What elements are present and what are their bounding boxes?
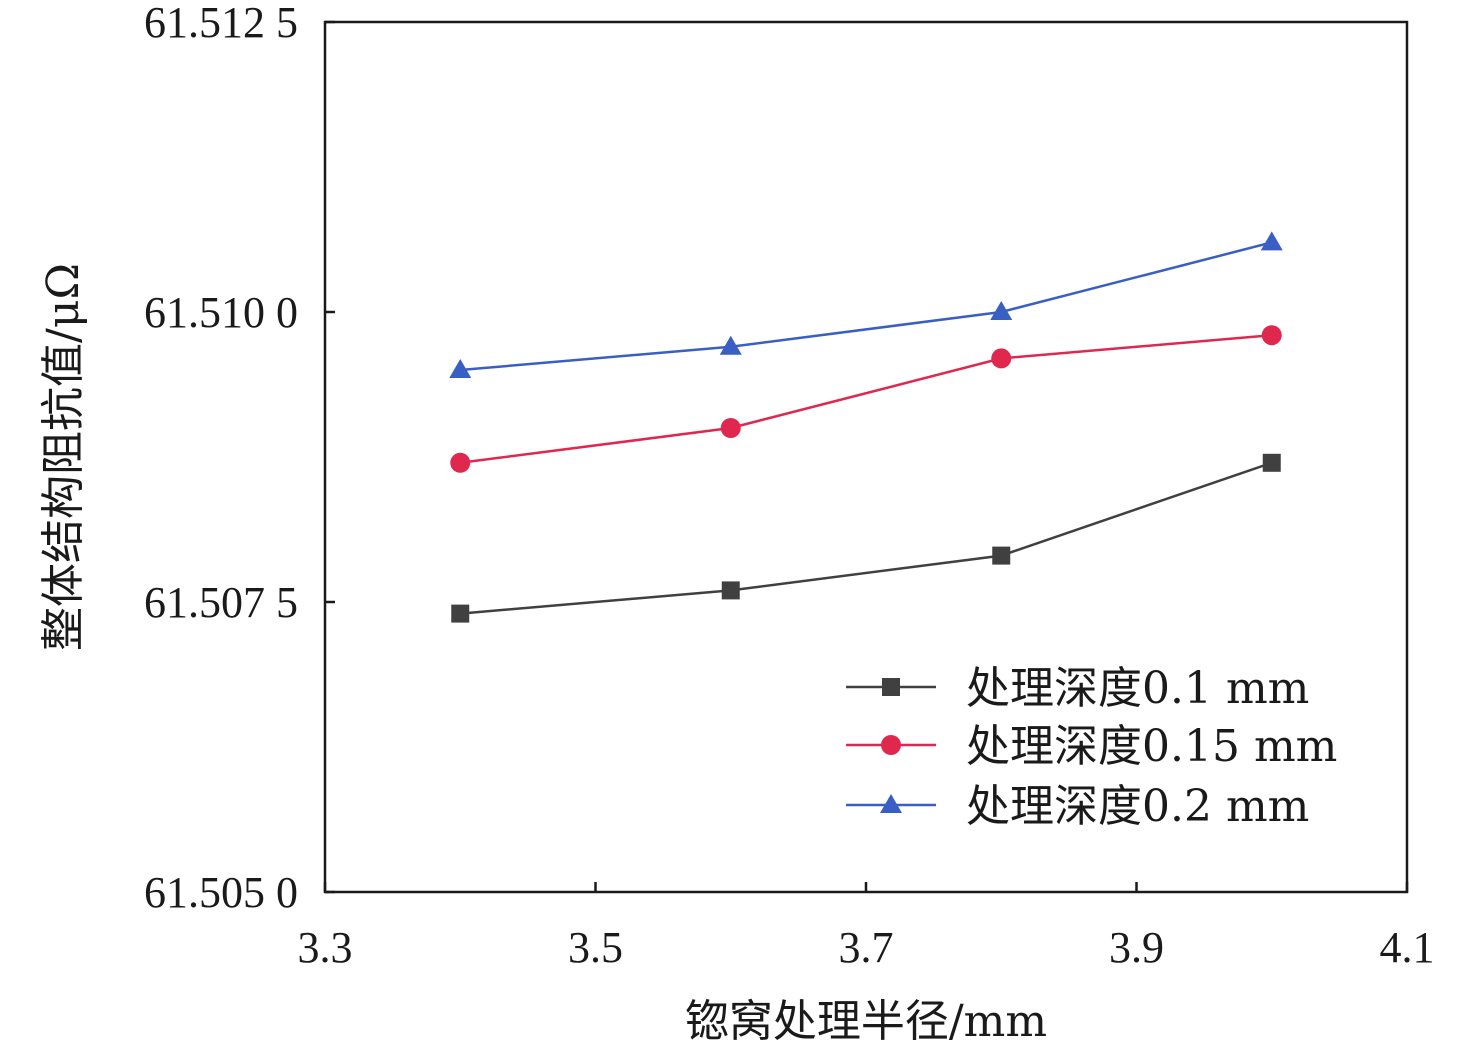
legend-label: 处理深度0.2 mm: [966, 781, 1309, 832]
data-point: [451, 604, 470, 623]
x-tick-label: 3.3: [298, 923, 353, 972]
data-point: [720, 418, 741, 438]
data-point: [721, 581, 740, 600]
data-point: [990, 301, 1013, 320]
x-tick-label: 4.1: [1380, 923, 1435, 972]
data-point: [719, 335, 742, 355]
legend: 处理深度0.1 mm 处理深度0.15 mm 处理深度0.2 mm: [846, 663, 1337, 832]
data-point: [991, 348, 1012, 369]
data-point: [992, 546, 1011, 565]
legend-label: 处理深度0.15 mm: [966, 721, 1337, 772]
x-tick-label: 3.7: [839, 923, 894, 972]
y-tick-label: 61.512 5: [144, 0, 298, 47]
data-point: [449, 359, 472, 378]
data-point: [1262, 453, 1281, 472]
axis-ticks: 3.3 3.5 3.7 3.9 4.1 61.505 0 61.507 5 61.510 0 6…: [144, 0, 1435, 972]
x-tick-label: 3.5: [568, 923, 623, 972]
y-tick-label: 61.507 5: [144, 578, 298, 627]
legend-label: 处理深度0.1 mm: [966, 663, 1309, 714]
x-tick-label: 3.9: [1109, 923, 1164, 972]
series-group: [449, 231, 1283, 623]
y-axis-title: 整体结构阻抗值/μΩ: [38, 263, 89, 651]
y-tick-label: 61.505 0: [144, 868, 298, 917]
data-point: [1261, 325, 1282, 346]
series-line: [460, 461, 1273, 615]
y-tick-label: 61.510 0: [144, 288, 298, 337]
x-axis-title: 锪窝处理半径/mm: [685, 996, 1047, 1047]
legend-marker: [881, 735, 901, 755]
series-line: [460, 333, 1272, 465]
series-line: [460, 241, 1273, 372]
legend-marker: [882, 678, 900, 696]
legend-marker: [880, 794, 902, 813]
data-point: [1260, 231, 1283, 251]
data-point: [450, 452, 471, 473]
